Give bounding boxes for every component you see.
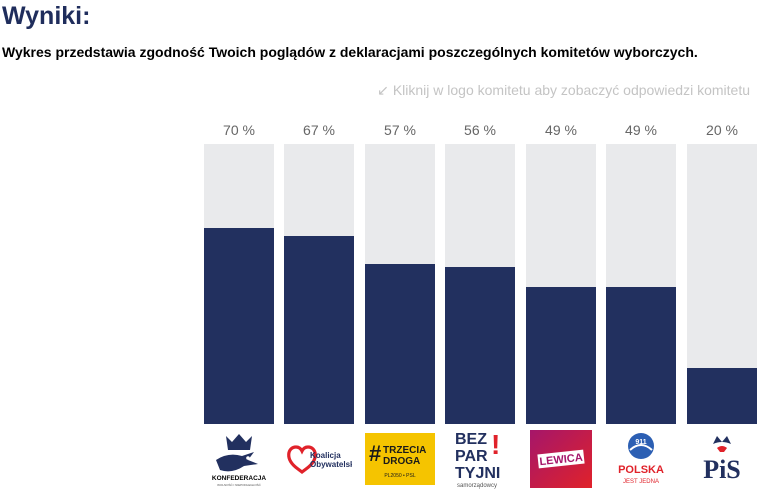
- svg-text:BEZ: BEZ: [455, 431, 487, 448]
- bar-trzecia-droga: [365, 264, 435, 424]
- svg-text:PL2050 • PSL: PL2050 • PSL: [384, 473, 415, 479]
- bar-ko: [284, 236, 354, 424]
- logo-ko-button[interactable]: Koalicja Obywatelska: [284, 428, 354, 490]
- trzecia-droga-logo-icon: # TRZECIA DROGA PL2050 • PSL: [365, 433, 435, 485]
- value-label-konfederacja: 70 %: [223, 122, 255, 138]
- svg-text:LEWICA: LEWICA: [539, 452, 583, 468]
- svg-text:#: #: [369, 441, 381, 466]
- value-label-lewica: 49 %: [545, 122, 577, 138]
- bar-track-pis: [687, 144, 757, 424]
- svg-text:911: 911: [635, 439, 646, 446]
- value-label-bezpartyjni: 56 %: [464, 122, 496, 138]
- logo-lewica-button[interactable]: LEWICA: [526, 428, 596, 490]
- svg-text:samorządowcy: samorządowcy: [457, 483, 497, 489]
- bar-track-lewica: [526, 144, 596, 424]
- chart-subtitle: Wykres przedstawia zgodność Twoich poglą…: [2, 44, 698, 60]
- svg-text:!: !: [491, 429, 500, 460]
- hint-text: Kliknij w logo komitetu aby zobaczyć odp…: [392, 82, 750, 98]
- logo-pis-button[interactable]: PiS: [687, 428, 757, 490]
- pjj-logo-icon: 911 POLSKA JEST JEDNA: [618, 433, 664, 485]
- bar-track-ko: [284, 144, 354, 424]
- bar-bezpartyjni: [445, 267, 515, 424]
- svg-text:DROGA: DROGA: [383, 456, 420, 467]
- bezpartyjni-logo-icon: BEZ ! PAR TYJNI samorządowcy: [455, 429, 500, 489]
- bar-track-pjj: [606, 144, 676, 424]
- svg-text:PAR: PAR: [455, 448, 488, 465]
- page-title: Wyniki:: [2, 2, 91, 30]
- svg-text:TRZECIA: TRZECIA: [383, 445, 426, 456]
- svg-text:POLSKA: POLSKA: [618, 464, 664, 476]
- svg-text:PiS: PiS: [703, 455, 741, 484]
- pis-eagle-logo-icon: PiS: [703, 436, 741, 484]
- logo-click-hint: ↙ Kliknij w logo komitetu aby zobaczyć od…: [377, 82, 750, 99]
- logo-trzecia-droga-button[interactable]: # TRZECIA DROGA PL2050 • PSL: [365, 428, 435, 490]
- svg-text:WOLNOŚĆ I NIEPODLEGŁOŚĆ: WOLNOŚĆ I NIEPODLEGŁOŚĆ: [217, 482, 262, 487]
- bar-pjj: [606, 287, 676, 424]
- svg-text:TYJNI: TYJNI: [455, 465, 500, 482]
- value-label-ko: 67 %: [303, 122, 335, 138]
- logo-konfederacja-button[interactable]: KONFEDERACJA WOLNOŚĆ I NIEPODLEGŁOŚĆ: [204, 428, 274, 490]
- value-label-pjj: 49 %: [625, 122, 657, 138]
- lewica-logo-icon: LEWICA: [530, 430, 592, 488]
- arrow-down-left-icon: ↙: [377, 82, 389, 98]
- bar-lewica: [526, 287, 596, 424]
- ko-heart-logo-icon: Koalicja Obywatelska: [287, 445, 352, 474]
- svg-text:KONFEDERACJA: KONFEDERACJA: [212, 475, 266, 482]
- logo-pjj-button[interactable]: 911 POLSKA JEST JEDNA: [606, 428, 676, 490]
- svg-text:JEST JEDNA: JEST JEDNA: [623, 479, 659, 485]
- bar-track-trzecia-droga: [365, 144, 435, 424]
- bar-track-bezpartyjni: [445, 144, 515, 424]
- bar-track-konfederacja: [204, 144, 274, 424]
- svg-text:Obywatelska: Obywatelska: [310, 460, 352, 469]
- value-label-trzecia-droga: 57 %: [384, 122, 416, 138]
- bar-konfederacja: [204, 228, 274, 424]
- logo-bezpartyjni-button[interactable]: BEZ ! PAR TYJNI samorządowcy: [445, 428, 515, 490]
- konfederacja-logo-icon: KONFEDERACJA WOLNOŚĆ I NIEPODLEGŁOŚĆ: [212, 434, 266, 487]
- value-label-pis: 20 %: [706, 122, 738, 138]
- svg-text:Koalicja: Koalicja: [310, 451, 341, 460]
- bar-pis: [687, 368, 757, 424]
